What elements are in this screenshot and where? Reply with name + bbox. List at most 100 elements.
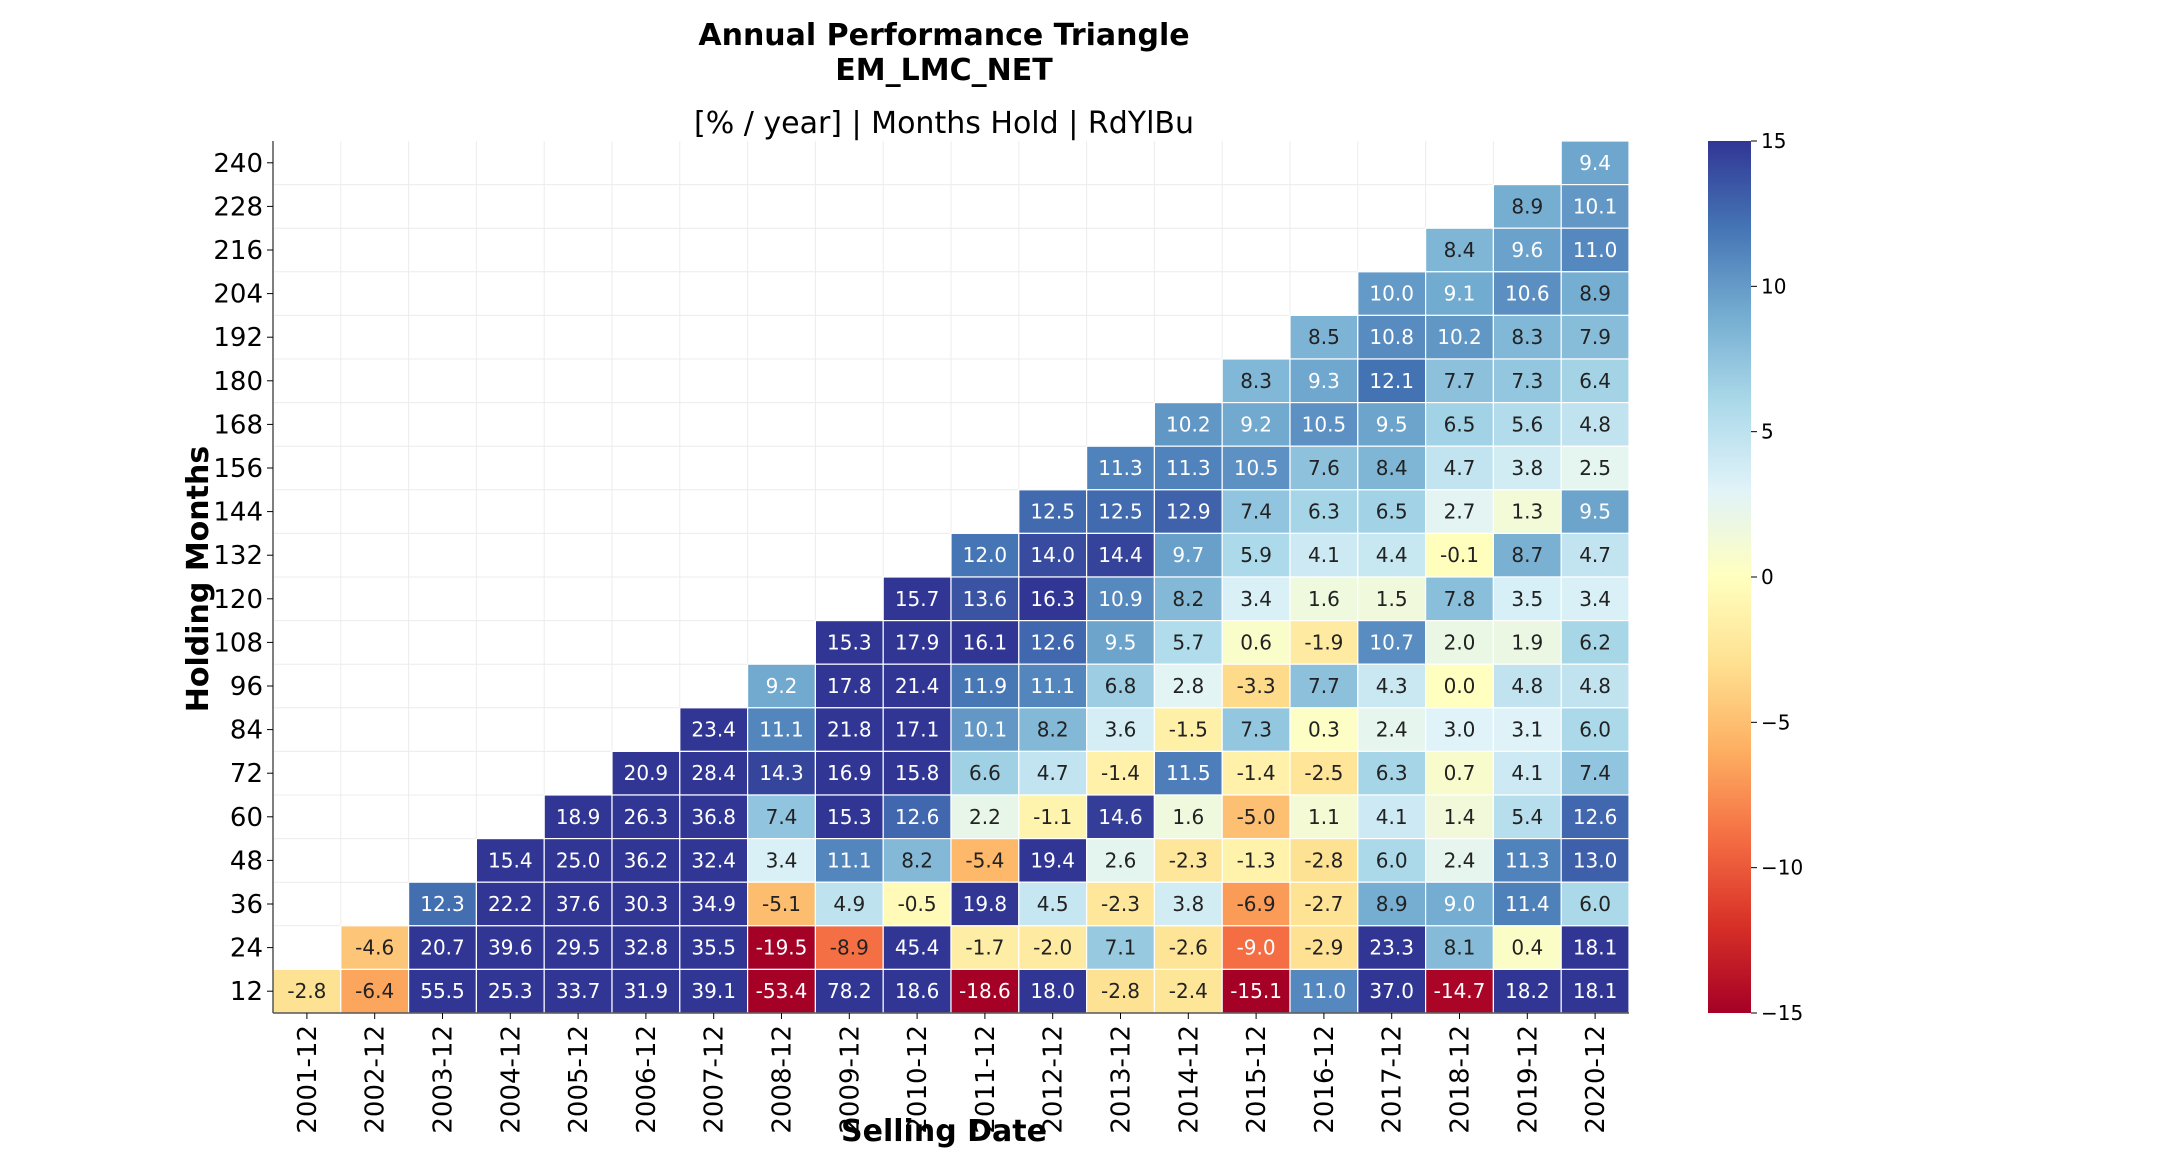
cell-value-label: 6.6	[969, 761, 1001, 785]
x-tick-label: 2013-12	[1107, 1025, 1137, 1134]
cell-value-label: 1.1	[1308, 805, 1340, 829]
heatmap-cell	[1560, 794, 1630, 840]
cell-value-label: 8.3	[1511, 325, 1543, 349]
cell-value-label: 5.4	[1511, 805, 1543, 829]
cell-value-label: -9.0	[1237, 936, 1276, 960]
cell-value-label: 9.0	[1444, 892, 1476, 916]
x-tick-label: 2012-12	[1039, 1025, 1069, 1134]
cell-value-label: 6.4	[1579, 369, 1611, 393]
cell-value-label: 2.6	[1105, 848, 1137, 872]
x-axis-label: Selling Date	[841, 1114, 1047, 1149]
heatmap-cell	[1357, 663, 1427, 709]
heatmap-cell	[679, 707, 749, 752]
heatmap-cell	[1424, 837, 1494, 883]
cell-value-label: 8.9	[1511, 194, 1543, 218]
heatmap-cell	[1085, 707, 1155, 752]
heatmap-cell	[1221, 358, 1291, 404]
cell-value-label: 7.8	[1444, 587, 1476, 611]
y-tick-label: 60	[230, 803, 263, 833]
heatmap-cell	[679, 837, 749, 883]
heatmap-cell	[1018, 663, 1088, 709]
cell-value-label: 6.3	[1376, 761, 1408, 785]
heatmap-cell	[1085, 925, 1155, 970]
cell-value-label: 8.5	[1308, 325, 1340, 349]
heatmap-cell	[1085, 663, 1155, 709]
cell-value-label: 2.2	[969, 805, 1001, 829]
heatmap-cell	[1153, 881, 1223, 927]
cell-value-label: 23.3	[1369, 936, 1414, 960]
heatmap-cell	[611, 750, 681, 796]
x-tick-label: 2020-12	[1581, 1025, 1611, 1134]
heatmap-cell	[1153, 532, 1223, 578]
heatmap-cell	[882, 925, 952, 970]
cell-value-label: -19.5	[756, 936, 808, 960]
heatmap-cell	[1153, 576, 1223, 622]
cell-value-label: 4.4	[1376, 543, 1408, 567]
heatmap-cell	[1424, 881, 1494, 927]
cell-value-label: 8.4	[1444, 238, 1476, 262]
x-tick-label: 2015-12	[1242, 1025, 1272, 1134]
cell-value-label: -3.3	[1237, 674, 1276, 698]
cell-value-label: 78.2	[827, 979, 872, 1003]
y-tick-label: 132	[213, 541, 263, 571]
x-tick-label: 2007-12	[700, 1025, 730, 1134]
cell-value-label: 11.3	[1166, 456, 1211, 480]
cell-value-label: 5.9	[1240, 543, 1272, 567]
cell-value-label: -5.1	[762, 892, 801, 916]
cell-value-label: 29.5	[556, 936, 601, 960]
heatmap-cell	[1560, 358, 1630, 404]
cell-value-label: -14.7	[1434, 979, 1486, 1003]
cell-value-label: 0.4	[1511, 936, 1543, 960]
cell-value-label: 17.8	[827, 674, 872, 698]
y-tick-label: 72	[230, 759, 263, 789]
cell-value-label: 26.3	[624, 805, 669, 829]
cell-value-label: 19.8	[963, 892, 1008, 916]
heatmap-cell	[746, 663, 816, 709]
cell-value-label: 4.1	[1308, 543, 1340, 567]
heatmap-cell	[1424, 402, 1494, 447]
colorbar	[1708, 141, 1751, 1013]
cell-value-label: 8.9	[1579, 282, 1611, 306]
heatmap-cell	[272, 968, 342, 1014]
cell-value-label: 0.0	[1444, 674, 1476, 698]
heatmap-cell	[950, 968, 1020, 1014]
cell-value-label: 4.8	[1511, 674, 1543, 698]
cell-value-label: 16.3	[1030, 587, 1075, 611]
cell-value-label: 6.0	[1579, 892, 1611, 916]
cell-value-label: 7.7	[1308, 674, 1340, 698]
y-axis-label: Holding Months	[181, 446, 216, 712]
cell-value-label: 17.9	[895, 630, 940, 654]
cell-value-label: 10.2	[1437, 325, 1482, 349]
heatmap-cell	[1085, 837, 1155, 883]
y-tick-label: 240	[213, 149, 263, 179]
cell-value-label: 17.1	[895, 718, 940, 742]
x-tick-label: 2019-12	[1513, 1025, 1543, 1134]
cell-value-label: -1.7	[965, 936, 1004, 960]
cell-value-label: 28.4	[691, 761, 736, 785]
heatmap-cell	[1560, 619, 1630, 665]
cell-value-label: 20.7	[420, 936, 465, 960]
heatmap-cell	[1289, 576, 1359, 622]
heatmap-cell	[882, 619, 952, 665]
cell-value-label: 15.3	[827, 805, 872, 829]
heatmap-cell	[1424, 794, 1494, 840]
cell-value-label: 18.2	[1505, 979, 1550, 1003]
heatmap-cell	[1289, 445, 1359, 491]
cell-value-label: 9.2	[1240, 412, 1272, 436]
heatmap-cell	[1289, 619, 1359, 665]
cell-value-label: 11.1	[759, 718, 804, 742]
cell-value-label: 22.2	[488, 892, 533, 916]
heatmap-cell	[1357, 576, 1427, 622]
cell-value-label: 1.5	[1376, 587, 1408, 611]
heatmap-cell	[1018, 576, 1088, 622]
cell-value-label: 4.8	[1579, 412, 1611, 436]
heatmap-cell	[1424, 314, 1494, 360]
cell-value-label: 4.7	[1444, 456, 1476, 480]
cell-value-label: 1.3	[1511, 500, 1543, 524]
cell-value-label: -2.8	[1304, 848, 1343, 872]
heatmap-cell	[1560, 968, 1630, 1014]
cell-value-label: 9.5	[1579, 500, 1611, 524]
heatmap-cell	[1289, 663, 1359, 709]
cell-value-label: 39.1	[691, 979, 736, 1003]
